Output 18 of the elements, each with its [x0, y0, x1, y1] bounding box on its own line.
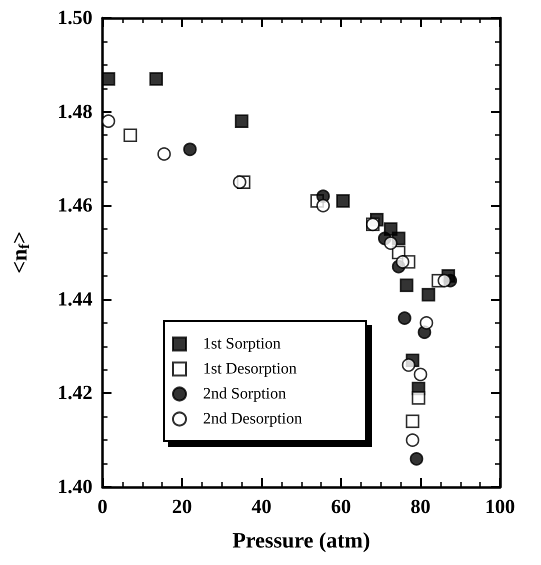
x-axis-title: Pressure (atm) — [232, 528, 370, 552]
x-tick-label: 60 — [331, 496, 351, 518]
legend-label: 2nd Sorption — [203, 386, 286, 402]
y-tick-label: 1.44 — [58, 288, 92, 310]
y-tick-label: 1.50 — [58, 7, 92, 29]
legend-label: 1st Sorption — [203, 336, 281, 352]
y-tick-label: 1.42 — [58, 382, 92, 404]
legend-label: 2nd Desorption — [203, 410, 302, 428]
y-tick-label: 1.48 — [58, 100, 92, 123]
x-tick-label: 20 — [172, 496, 192, 518]
x-tick-label: 100 — [485, 496, 515, 518]
y-axis-title: <nf> — [6, 231, 33, 274]
x-tick-label: 40 — [252, 496, 272, 518]
y-tick-label: 1.46 — [58, 194, 92, 217]
legend-label: 1st Desorption — [203, 360, 297, 378]
y-tick-label: 1.40 — [58, 476, 92, 498]
x-tick-label: 80 — [410, 496, 430, 518]
x-tick-label: 0 — [98, 496, 108, 518]
